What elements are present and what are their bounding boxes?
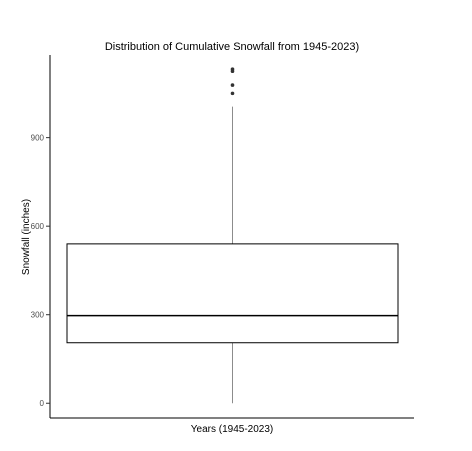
y-tick-label-600: 600 — [31, 222, 45, 231]
x-axis-title: Years (1945-2023) — [191, 424, 273, 435]
y-tick-label-0: 0 — [40, 399, 45, 408]
y-axis-ticks: 0 300 600 900 — [31, 134, 50, 408]
plot-area: 0 300 600 900 — [31, 55, 414, 419]
y-axis-title: Snowfall (inches) — [21, 199, 32, 275]
chart-title: Distribution of Cumulative Snowfall from… — [105, 41, 359, 53]
outlier-point-2 — [230, 83, 235, 87]
outlier-points — [230, 67, 235, 96]
outlier-point-1 — [230, 91, 235, 96]
interquartile-box — [66, 243, 399, 344]
y-tick-label-300: 300 — [31, 311, 45, 320]
y-tick-label-900: 900 — [31, 134, 45, 143]
box-plot — [66, 106, 399, 404]
outlier-point-4 — [230, 67, 235, 71]
